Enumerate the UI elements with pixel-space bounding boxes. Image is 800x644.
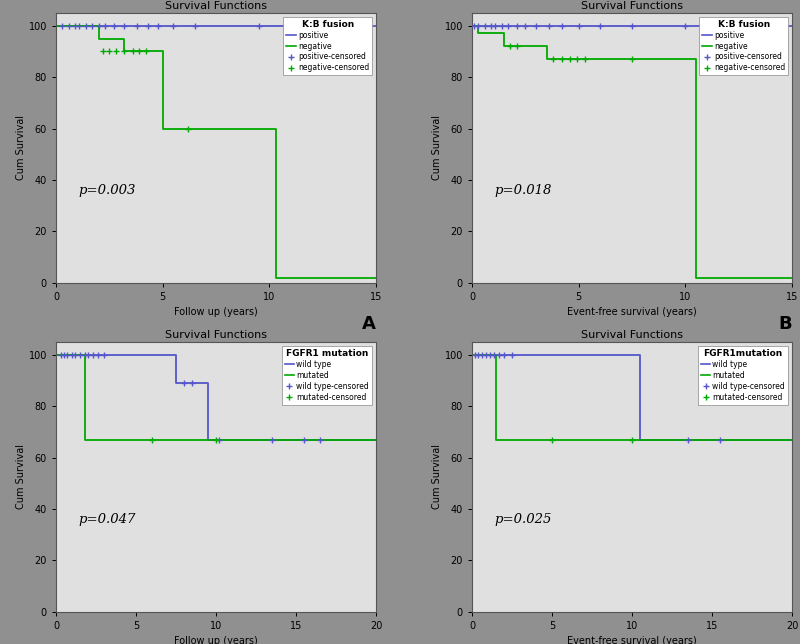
Y-axis label: Cum Survival: Cum Survival — [16, 115, 26, 180]
X-axis label: Event-free survival (years): Event-free survival (years) — [567, 636, 697, 644]
Text: p=0.047: p=0.047 — [78, 513, 136, 526]
Title: Survival Functions: Survival Functions — [165, 330, 267, 340]
Y-axis label: Cum Survival: Cum Survival — [432, 444, 442, 509]
Legend: wild type, mutated, wild type-censored, mutated-censored: wild type, mutated, wild type-censored, … — [282, 346, 372, 404]
Y-axis label: Cum Survival: Cum Survival — [432, 115, 442, 180]
Legend: wild type, mutated, wild type-censored, mutated-censored: wild type, mutated, wild type-censored, … — [698, 346, 788, 404]
Text: B: B — [778, 315, 792, 333]
Text: p=0.018: p=0.018 — [494, 184, 552, 196]
X-axis label: Follow up (years): Follow up (years) — [174, 636, 258, 644]
Legend: positive, negative, positive-censored, negative-censored: positive, negative, positive-censored, n… — [283, 17, 372, 75]
Text: p=0.003: p=0.003 — [78, 184, 136, 196]
Title: Survival Functions: Survival Functions — [581, 1, 683, 11]
Text: A: A — [362, 315, 376, 333]
X-axis label: Follow up (years): Follow up (years) — [174, 307, 258, 317]
Legend: positive, negative, positive-censored, negative-censored: positive, negative, positive-censored, n… — [699, 17, 788, 75]
Text: p=0.025: p=0.025 — [494, 513, 552, 526]
X-axis label: Event-free survival (years): Event-free survival (years) — [567, 307, 697, 317]
Title: Survival Functions: Survival Functions — [581, 330, 683, 340]
Y-axis label: Cum Survival: Cum Survival — [16, 444, 26, 509]
Title: Survival Functions: Survival Functions — [165, 1, 267, 11]
